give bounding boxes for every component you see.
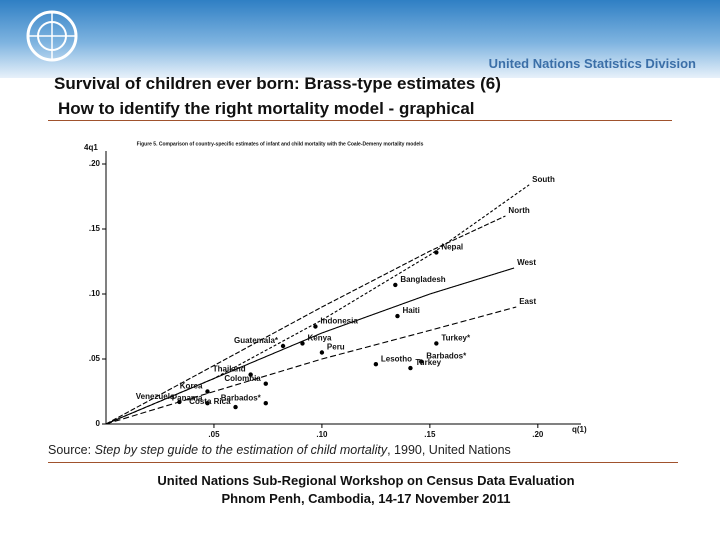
country-point	[205, 389, 210, 394]
country-point	[434, 341, 439, 346]
country-point	[419, 359, 424, 364]
header-band	[0, 0, 720, 78]
line-label: North	[508, 206, 529, 215]
country-point	[177, 399, 182, 405]
country-point	[395, 313, 400, 319]
point-label: Bangladesh	[400, 275, 445, 284]
line-label: East	[519, 297, 536, 306]
point-label: Venezuela	[136, 392, 175, 401]
line-label: South	[532, 175, 555, 184]
country-point	[373, 362, 379, 367]
chart-title: Figure 5. Comparison of country-specific…	[137, 141, 424, 147]
y-tick-label: .15	[89, 224, 101, 233]
point-label: Nepal	[441, 243, 463, 252]
chart: Figure 5. Comparison of country-specific…	[80, 138, 600, 438]
country-point	[319, 350, 325, 355]
point-label: Barbados*	[221, 393, 262, 402]
point-label: Korea	[180, 382, 203, 391]
country-point	[434, 250, 439, 255]
y-tick-label: .05	[89, 354, 101, 363]
point-label: Peru	[327, 343, 345, 352]
point-label: Costa Rica	[189, 397, 231, 406]
country-point	[263, 381, 268, 386]
model-line	[105, 184, 530, 425]
point-label: Haiti	[402, 306, 419, 315]
footer-line: United Nations Sub-Regional Workshop on …	[157, 473, 575, 488]
x-tick-label: .10	[316, 430, 328, 438]
country-point	[248, 372, 253, 377]
organization: United Nations Statistics Division	[488, 56, 696, 71]
country-point	[408, 365, 413, 371]
slide-title: Survival of children ever born: Brass-ty…	[54, 74, 501, 93]
title-rule	[48, 120, 672, 121]
point-label: Lesotho	[381, 354, 412, 363]
country-point	[280, 343, 286, 349]
country-point	[300, 341, 305, 346]
point-label: Indonesia	[320, 317, 358, 326]
country-point	[205, 401, 210, 406]
model-line	[105, 215, 506, 425]
x-tick-label: .15	[424, 430, 436, 438]
country-point	[263, 401, 268, 406]
point-label: Guatemala*	[234, 336, 279, 345]
line-label: West	[517, 258, 536, 267]
country-point	[393, 282, 398, 288]
y-axis-label: 4q1	[84, 143, 98, 152]
point-label: Colombia	[224, 374, 261, 383]
source-title: Step by step guide to the estimation of …	[94, 443, 388, 457]
source-suffix: , 1990, United Nations	[387, 443, 511, 457]
slide-subtitle: How to identify the right mortality mode…	[58, 99, 475, 118]
y-tick-label: .20	[89, 159, 101, 168]
point-label: Turkey	[415, 358, 441, 367]
point-label: Panama	[172, 393, 203, 402]
model-line	[105, 267, 515, 425]
country-point	[233, 404, 238, 410]
y-tick-label: 0	[96, 419, 101, 428]
un-emblem	[26, 10, 78, 62]
point-label: Turkey*	[441, 334, 471, 343]
point-label: Kenya	[307, 334, 332, 343]
source-rule	[48, 462, 678, 463]
point-label: Barbados*	[426, 352, 467, 361]
x-tick-label: .05	[208, 430, 220, 438]
source: Source: Step by step guide to the estima…	[48, 443, 511, 457]
footer-line: Phnom Penh, Cambodia, 14-17 November 201…	[221, 491, 511, 506]
source-prefix: Source:	[48, 443, 95, 457]
country-point	[313, 324, 318, 329]
y-tick-label: .10	[89, 289, 101, 298]
x-tick-label: .20	[532, 430, 544, 438]
point-label: Thailand	[213, 365, 246, 374]
x-axis-label: q(1)	[572, 425, 587, 434]
chart-bg	[80, 138, 600, 438]
